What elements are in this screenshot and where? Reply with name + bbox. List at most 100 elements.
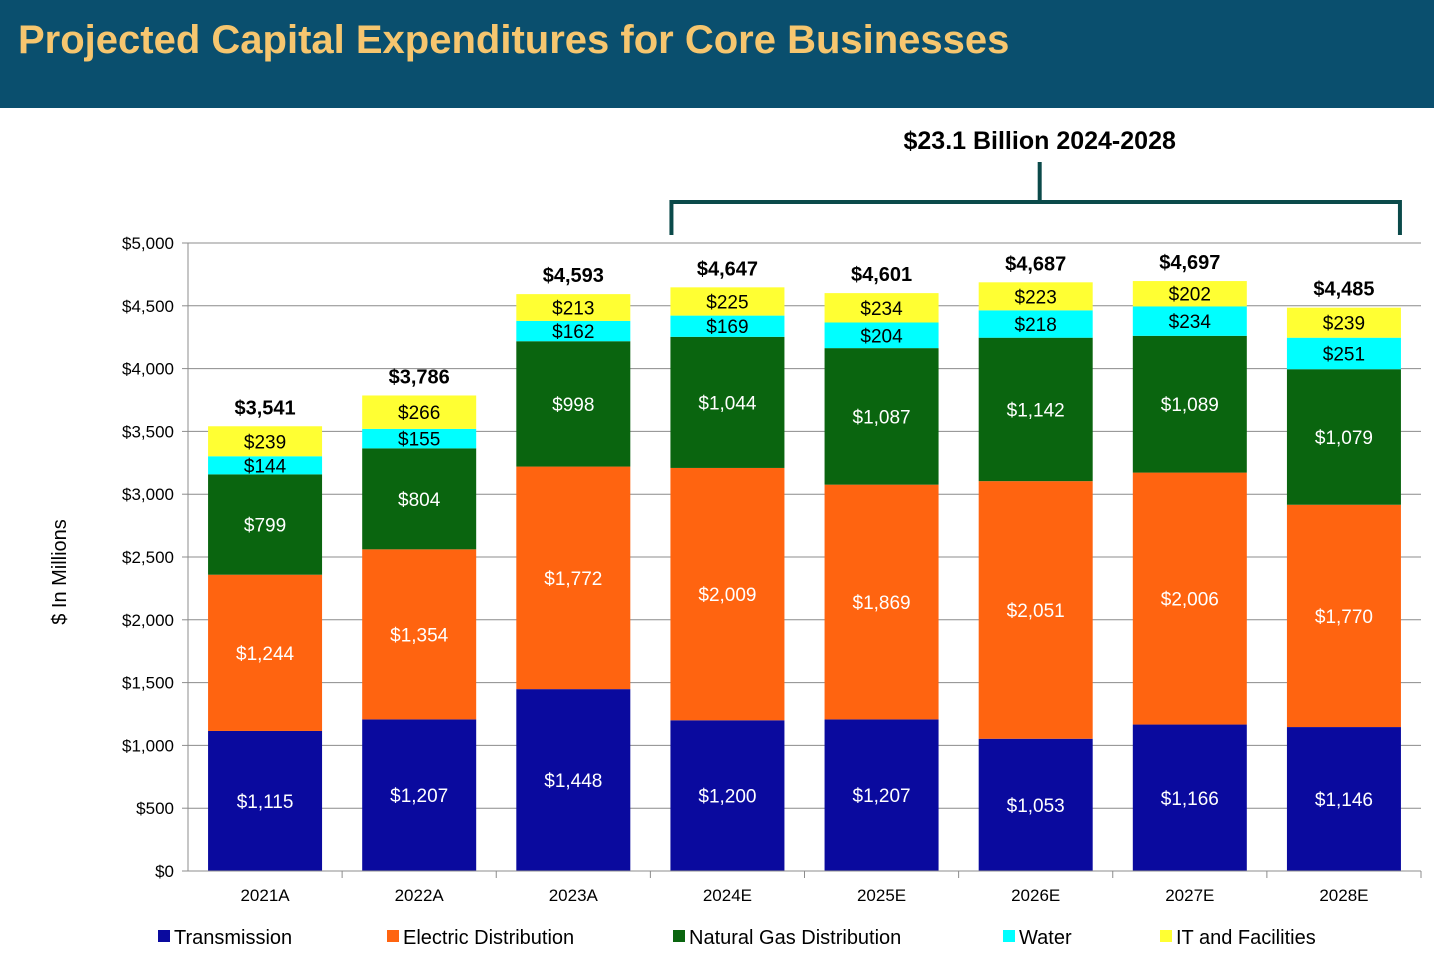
annotation-label: $23.1 Billion 2024-2028	[903, 127, 1175, 155]
bar-segment	[824, 719, 939, 871]
y-tick-label: $5,000	[122, 234, 174, 253]
bar-segment	[208, 456, 323, 475]
bar-segment	[670, 720, 785, 871]
bar-stack: $1,146 $1,770 $1,079 $251 $239 $4,485	[1286, 279, 1401, 871]
data-label: $2,006	[1161, 590, 1219, 611]
bar-stack: $1,115 $1,244 $799 $144 $239 $3,541	[208, 397, 323, 871]
legend-swatch	[673, 930, 685, 942]
legend-item: Natural Gas Distribution	[673, 927, 901, 949]
bar-segment	[670, 315, 785, 337]
data-label: $162	[552, 322, 594, 343]
data-label: $1,869	[853, 593, 911, 614]
bar-segment	[516, 294, 631, 321]
bar-segment	[670, 336, 785, 468]
data-label: $2,009	[698, 585, 756, 606]
bar-stack: $1,053 $2,051 $1,142 $218 $223 $4,687	[978, 253, 1093, 871]
legend-swatch	[387, 930, 399, 942]
total-label: $4,601	[851, 264, 912, 286]
data-label: $1,079	[1315, 428, 1373, 449]
data-label: $155	[398, 430, 440, 451]
x-tick-label: 2026E	[1011, 886, 1060, 905]
bar-segment	[1286, 504, 1401, 728]
bar-segment	[516, 341, 631, 467]
bar-segment	[208, 474, 323, 575]
data-label: $1,142	[1007, 400, 1065, 421]
bar-segment	[362, 428, 477, 449]
data-label: $804	[398, 490, 441, 511]
bar-stack: $1,207 $1,354 $804 $155 $266 $3,786	[362, 366, 477, 871]
page-title: Projected Capital Expenditures for Core …	[18, 18, 1010, 62]
data-label: $234	[860, 299, 903, 320]
data-label: $202	[1169, 285, 1211, 306]
data-label: $1,044	[698, 393, 757, 414]
data-label: $1,146	[1315, 790, 1373, 811]
data-label: $169	[706, 317, 748, 338]
y-tick-label: $4,000	[122, 360, 174, 379]
x-tick-label: 2025E	[857, 886, 906, 905]
legend-swatch	[1003, 930, 1015, 942]
bar-segment	[824, 322, 939, 349]
x-tick-label: 2024E	[703, 886, 752, 905]
bar-segment	[362, 719, 477, 871]
bar-segment	[978, 310, 1093, 338]
bar-segment	[670, 467, 785, 721]
total-label: $4,485	[1313, 279, 1374, 301]
data-label: $1,089	[1161, 395, 1219, 416]
bar-segment	[1286, 307, 1401, 338]
x-tick-label: 2023A	[549, 886, 599, 905]
bar-segment	[978, 481, 1093, 739]
bar-segment	[1132, 281, 1247, 307]
data-label: $1,772	[544, 569, 602, 590]
legend-label: Natural Gas Distribution	[689, 927, 901, 949]
data-label: $1,244	[236, 644, 295, 665]
header-banner: Projected Capital Expenditures for Core …	[0, 0, 1434, 108]
x-tick-label: 2021A	[240, 886, 290, 905]
bar-segment	[208, 574, 323, 731]
data-label: $204	[860, 326, 903, 347]
data-label: $234	[1169, 312, 1212, 333]
annotation-bracket	[669, 162, 1402, 235]
bar-segment	[1132, 724, 1247, 871]
data-label: $1,053	[1007, 796, 1065, 817]
bar-segment	[824, 348, 939, 485]
legend-item: Transmission	[158, 927, 292, 949]
bar-segment	[1286, 727, 1401, 871]
bar-segment	[1132, 335, 1247, 473]
data-label: $223	[1015, 287, 1057, 308]
data-label: $213	[552, 298, 594, 319]
x-tick-label: 2027E	[1165, 886, 1214, 905]
data-label: $225	[706, 292, 748, 313]
legend-label: Transmission	[174, 927, 292, 949]
y-tick-label: $2,000	[122, 611, 174, 630]
bar-segment	[362, 395, 477, 429]
bar-segment	[362, 549, 477, 720]
data-label: $1,354	[390, 625, 449, 646]
data-label: $266	[398, 403, 440, 424]
y-tick-label: $3,500	[122, 422, 174, 441]
data-label: $218	[1015, 315, 1057, 336]
data-label: $799	[244, 516, 286, 537]
data-label: $251	[1323, 344, 1365, 365]
bar-segment	[1132, 306, 1247, 336]
bar-segment	[516, 466, 631, 690]
legend-label: Water	[1019, 927, 1072, 949]
bar-segment	[824, 484, 939, 720]
legend-label: IT and Facilities	[1176, 927, 1316, 949]
bar-segment	[1132, 472, 1247, 725]
bar-segment	[670, 287, 785, 316]
data-label: $1,770	[1315, 607, 1373, 628]
y-tick-label: $1,500	[122, 674, 174, 693]
bar-segment	[824, 293, 939, 323]
data-label: $998	[552, 395, 594, 416]
y-tick-label: $2,500	[122, 548, 174, 567]
data-label: $1,207	[853, 786, 911, 807]
bar-segment	[978, 282, 1093, 311]
legend-swatch	[158, 930, 170, 942]
bar-segment	[208, 426, 323, 457]
period-annotation: $23.1 Billion 2024-2028	[669, 127, 1402, 235]
bar-stack: $1,200 $2,009 $1,044 $169 $225 $4,647	[670, 258, 785, 871]
bar-segment	[1286, 337, 1401, 370]
total-label: $4,647	[697, 258, 758, 280]
legend: Transmission Electric Distribution Natural…	[158, 927, 1316, 949]
